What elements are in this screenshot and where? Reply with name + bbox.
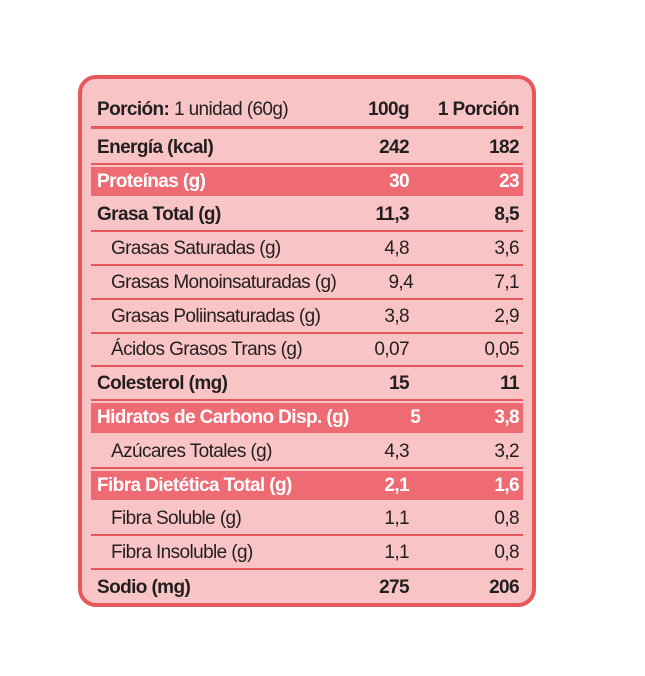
- row-label: Azúcares Totales (g): [111, 440, 272, 462]
- table-row-saturated-fat: Grasas Saturadas (g) 4,8 3,6: [91, 234, 523, 266]
- row-label: Grasas Saturadas (g): [111, 238, 281, 260]
- row-label: Grasa Total (g): [97, 204, 221, 226]
- table-row-protein: Proteínas (g) 30 23: [91, 166, 523, 199]
- table-row-total-sugars: Azúcares Totales (g) 4,3 3,2: [91, 437, 523, 469]
- row-value-100g: 275: [379, 576, 410, 598]
- row-value-portion: 7,1: [494, 271, 519, 293]
- row-label: Energía (kcal): [97, 136, 214, 158]
- row-value-portion: 23: [499, 170, 520, 192]
- row-value-100g: 1,1: [384, 508, 409, 530]
- table-row-trans-fat: Ácidos Grasos Trans (g) 0,07 0,05: [91, 336, 523, 368]
- row-value-100g: 1,1: [384, 542, 409, 564]
- row-value-portion: 8,5: [494, 204, 519, 226]
- serving-label-value: 1 unidad (60g): [169, 98, 289, 120]
- row-label: Grasas Poliinsaturadas (g): [111, 305, 321, 327]
- row-value-portion: 3,2: [494, 440, 519, 462]
- column-header-portion: 1 Porción: [437, 98, 520, 120]
- column-header-100g: 100g: [368, 98, 410, 120]
- row-label: Grasas Monoinsaturadas (g): [111, 271, 337, 293]
- row-value-portion: 1,6: [494, 474, 519, 496]
- row-value-100g: 242: [379, 136, 410, 158]
- row-value-portion: 0,8: [494, 542, 519, 564]
- row-value-100g: 5: [410, 407, 421, 429]
- row-value-100g: 0,07: [374, 339, 409, 361]
- table-row-total-fat: Grasa Total (g) 11,3 8,5: [91, 201, 523, 233]
- row-value-portion: 2,9: [494, 305, 519, 327]
- row-value-100g: 15: [389, 373, 410, 395]
- row-value-portion: 3,6: [494, 238, 519, 260]
- row-value-100g: 30: [389, 170, 410, 192]
- table-row-sodium: Sodio (mg) 275 206: [91, 572, 523, 603]
- row-value-100g: 4,8: [384, 238, 409, 260]
- table-row-insoluble-fiber: Fibra Insoluble (g) 1,1 0,8: [91, 538, 523, 570]
- row-label: Hidratos de Carbono Disp. (g): [97, 407, 349, 429]
- row-label: Sodio (mg): [97, 576, 191, 598]
- table-row-monounsaturated-fat: Grasas Monoinsaturadas (g) 9,4 7,1: [91, 268, 523, 300]
- row-value-portion: 182: [489, 136, 520, 158]
- nutrition-facts-panel: Porción: 1 unidad (60g) 100g 1 Porción E…: [78, 75, 536, 607]
- table-header: Porción: 1 unidad (60g) 100g 1 Porción: [91, 93, 523, 129]
- serving-label-bold: Porción:: [97, 98, 170, 120]
- row-value-portion: 206: [489, 576, 520, 598]
- table-row-dietary-fiber: Fibra Dietética Total (g) 2,1 1,6: [91, 470, 523, 503]
- table-row-soluble-fiber: Fibra Soluble (g) 1,1 0,8: [91, 505, 523, 537]
- row-label: Ácidos Grasos Trans (g): [111, 339, 303, 361]
- row-label: Proteínas (g): [97, 170, 206, 192]
- row-value-portion: 0,05: [484, 339, 519, 361]
- row-label: Colesterol (mg): [97, 373, 228, 395]
- row-value-100g: 9,4: [388, 271, 414, 293]
- nutrition-table: Porción: 1 unidad (60g) 100g 1 Porción E…: [91, 93, 523, 603]
- serving-size-label: Porción: 1 unidad (60g): [91, 99, 329, 121]
- row-label: Fibra Insoluble (g): [111, 542, 253, 564]
- row-value-100g: 11,3: [375, 204, 409, 226]
- row-value-portion: 11: [500, 373, 519, 395]
- row-value-100g: 2,1: [384, 474, 409, 496]
- row-value-100g: 3,8: [384, 305, 409, 327]
- row-label: Fibra Soluble (g): [111, 508, 242, 530]
- row-value-portion: 0,8: [494, 508, 519, 530]
- table-row-cholesterol: Colesterol (mg) 15 11: [91, 369, 523, 402]
- table-row-energy: Energía (kcal) 242 182: [91, 133, 523, 165]
- table-row-carbohydrates: Hidratos de Carbono Disp. (g) 5 3,8: [91, 403, 523, 435]
- row-value-100g: 4,3: [384, 440, 409, 462]
- row-label: Fibra Dietética Total (g): [97, 474, 292, 496]
- table-row-polyunsaturated-fat: Grasas Poliinsaturadas (g) 3,8 2,9: [91, 302, 523, 334]
- row-value-portion: 3,8: [494, 407, 519, 429]
